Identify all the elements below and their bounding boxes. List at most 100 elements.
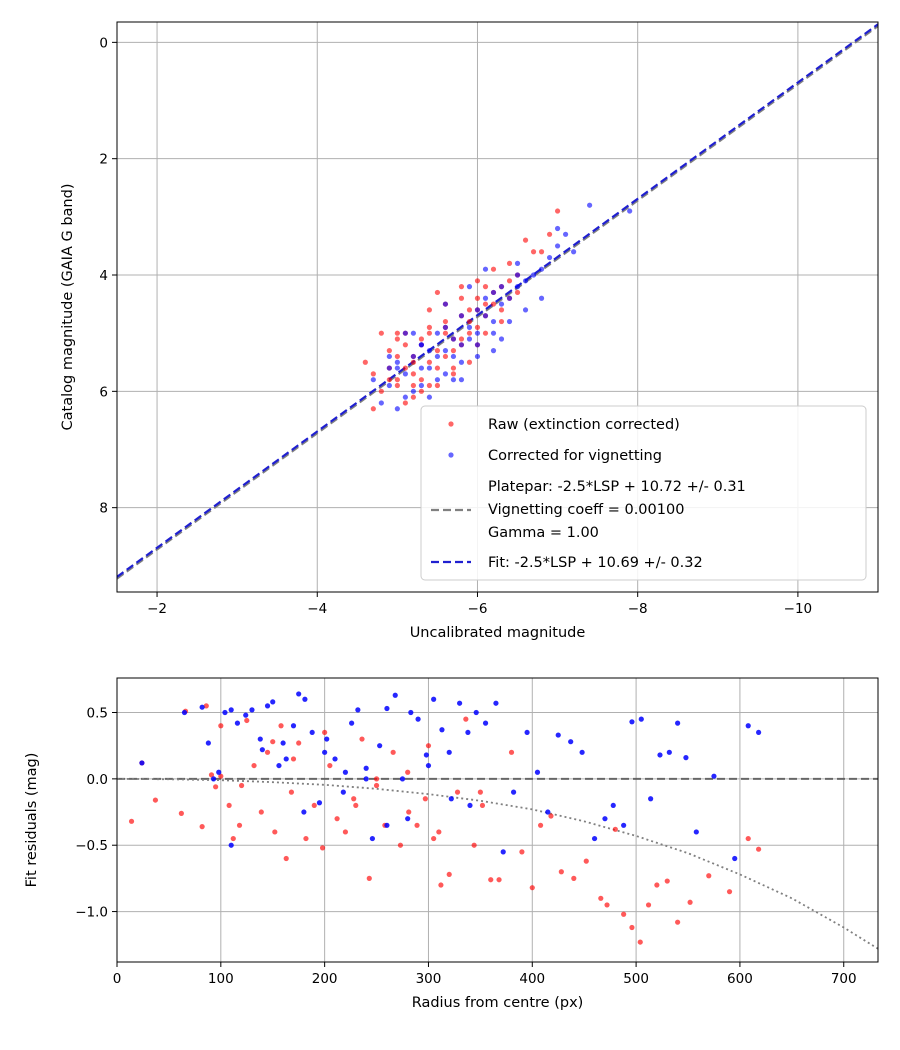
raw-point	[410, 371, 416, 377]
top-y-tick-label: 4	[99, 268, 108, 284]
raw-residual-point	[359, 736, 365, 742]
top-y-tick-label: 2	[99, 152, 108, 168]
raw-point	[402, 400, 408, 406]
corrected-residual-point	[638, 716, 644, 722]
top-fit-lines	[117, 23, 878, 580]
raw-residual-point	[537, 822, 544, 828]
corrected-residual-point	[500, 849, 506, 855]
raw-point	[434, 348, 441, 354]
top-y-tick-label: 8	[99, 501, 108, 517]
bot-y-tick-label: −1.0	[75, 905, 108, 921]
corrected-residual-point	[415, 716, 421, 722]
corrected-point	[474, 307, 481, 313]
raw-residual-point	[479, 802, 486, 809]
raw-point	[418, 388, 424, 394]
corrected-residual-point	[234, 720, 241, 726]
raw-point	[506, 278, 513, 284]
top-y-tick-label: 6	[99, 384, 108, 400]
corrected-point	[514, 272, 521, 278]
raw-point	[426, 359, 433, 365]
raw-point	[426, 382, 433, 389]
corrected-residual-point	[683, 755, 689, 761]
bot-x-tick-label: 0	[113, 971, 122, 987]
corrected-point	[506, 295, 513, 301]
corrected-point	[458, 313, 465, 319]
corrected-point	[466, 336, 473, 342]
bottom-ticks: 0 100 200 300 400 500 600 700 0.5 0.0 −0.5 −1.0	[75, 706, 856, 987]
corrected-point	[562, 231, 569, 237]
legend-platepar-label: Vignetting coeff = 0.00100	[488, 502, 684, 518]
corrected-residual-point	[591, 835, 598, 842]
raw-residual-point	[373, 782, 380, 789]
corrected-residual-point	[711, 773, 717, 779]
raw-residual-point	[258, 809, 264, 815]
raw-residual-point	[230, 835, 236, 842]
raw-residual-point	[322, 729, 328, 736]
top-points	[362, 202, 633, 412]
corrected-residual-point	[228, 707, 234, 713]
raw-residual-point	[726, 889, 733, 895]
legend-fit-label: Fit: -2.5*LSP + 10.69 +/- 0.32	[488, 555, 703, 571]
corrected-point	[386, 353, 392, 360]
legend-raw-marker	[448, 421, 454, 427]
raw-residual-point	[471, 842, 477, 848]
raw-point	[418, 336, 424, 342]
corrected-point	[410, 388, 416, 394]
raw-residual-point	[283, 855, 289, 862]
raw-residual-point	[612, 826, 618, 832]
corrected-residual-point	[205, 740, 211, 746]
bottom-plot-frame	[116, 677, 879, 963]
raw-point	[538, 249, 545, 255]
raw-point	[482, 301, 489, 307]
raw-residual-point	[431, 835, 437, 842]
legend: Raw (extinction corrected) Corrected for …	[420, 405, 867, 581]
corrected-residual-point	[423, 752, 429, 758]
raw-point	[554, 208, 561, 214]
corrected-point	[450, 353, 457, 360]
raw-residual-point	[296, 740, 302, 746]
corrected-point	[450, 336, 457, 342]
corrected-residual-point	[249, 707, 255, 713]
top-x-tick-label: −4	[307, 601, 327, 617]
corrected-point	[394, 365, 400, 371]
raw-point	[450, 348, 457, 354]
corrected-residual-point	[384, 705, 390, 712]
raw-point	[410, 394, 416, 400]
corrected-residual-point	[756, 729, 762, 736]
raw-residual-point	[334, 816, 340, 822]
corrected-residual-point	[222, 709, 228, 716]
top-x-tick-label: −10	[784, 601, 813, 617]
corrected-point	[514, 260, 521, 266]
raw-residual-point	[436, 829, 442, 835]
corrected-point	[474, 353, 481, 360]
raw-residual-point	[477, 789, 483, 795]
corrected-point	[482, 313, 489, 319]
corrected-residual-point	[259, 747, 265, 753]
raw-point	[378, 388, 384, 394]
corrected-point	[498, 284, 505, 290]
raw-residual-point	[621, 911, 627, 917]
corrected-point	[571, 249, 577, 255]
raw-residual-point	[213, 784, 219, 790]
corrected-point	[482, 295, 489, 301]
raw-residual-point	[278, 723, 284, 729]
raw-point	[394, 336, 400, 342]
corrected-point	[554, 243, 561, 249]
corrected-point	[442, 324, 449, 330]
corrected-point	[627, 208, 633, 214]
raw-residual-point	[664, 878, 670, 884]
raw-point	[386, 348, 392, 354]
corrected-point	[514, 284, 521, 290]
raw-residual-point	[675, 919, 681, 925]
raw-point	[418, 377, 424, 383]
corrected-point	[426, 348, 433, 354]
raw-point	[466, 307, 473, 313]
corrected-point	[434, 330, 441, 336]
corrected-point	[442, 301, 449, 307]
corrected-point	[386, 382, 392, 389]
raw-point	[394, 353, 400, 360]
raw-residual-point	[463, 716, 469, 722]
corrected-point	[490, 330, 497, 336]
raw-residual-point	[454, 789, 461, 795]
top-x-axis-label: Uncalibrated magnitude	[410, 625, 586, 641]
